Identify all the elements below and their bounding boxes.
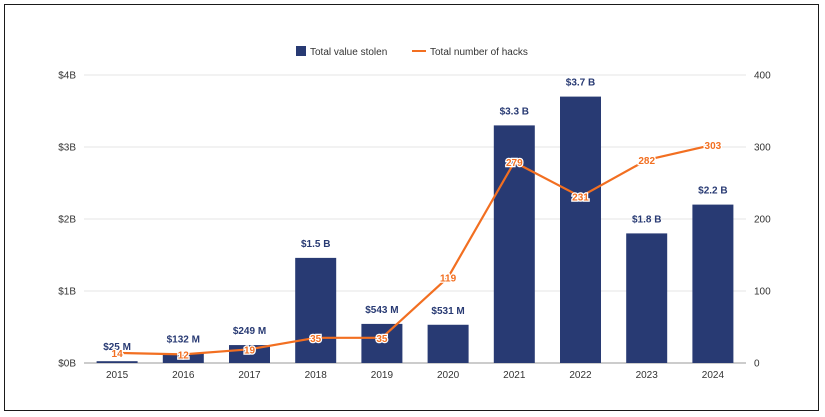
- y-left-tick-label: $4B: [58, 71, 76, 82]
- x-tick-label: 2021: [503, 370, 526, 381]
- hack-count-label: 14: [112, 349, 124, 360]
- x-tick-label: 2022: [569, 370, 592, 381]
- bar: [493, 125, 535, 364]
- right-axis: 0 100 200 300 400: [754, 71, 771, 370]
- bar-value-label: $3.3 B: [500, 106, 529, 117]
- x-axis: 2015 2016 2017 2018 2019 2020 2021 2022 2023 2024: [84, 362, 746, 381]
- hack-count-label: 19: [244, 345, 256, 356]
- y-right-tick-label: 0: [754, 359, 760, 370]
- hack-count-label: 35: [310, 334, 322, 345]
- legend-swatch-bar: [296, 46, 306, 56]
- bar-value-label: $1.5 B: [301, 239, 330, 250]
- bar: [96, 361, 138, 363]
- hacks-line: [117, 143, 714, 356]
- bar: [692, 204, 734, 363]
- x-tick-label: 2019: [371, 370, 394, 381]
- bar: [162, 353, 204, 363]
- y-left-tick-label: $2B: [58, 215, 76, 226]
- bar: [560, 96, 601, 363]
- bar-value-label: $3.7 B: [566, 78, 595, 89]
- bar: [295, 257, 337, 363]
- hack-count-label: 119: [440, 273, 457, 284]
- hack-count-label: 231: [572, 193, 589, 204]
- hack-count-label: 303: [705, 141, 722, 152]
- x-tick-label: 2024: [702, 370, 725, 381]
- y-right-tick-label: 100: [754, 287, 771, 298]
- x-tick-label: 2020: [437, 370, 460, 381]
- chart-svg: Total value stolen Total number of hacks…: [58, 46, 771, 381]
- bar: [361, 323, 403, 363]
- bar-value-label: $2.2 B: [698, 186, 727, 197]
- line-series: [117, 143, 714, 356]
- x-tick-label: 2017: [238, 370, 261, 381]
- y-right-tick-label: 300: [754, 143, 771, 154]
- bar-value-label: $543 M: [365, 305, 398, 316]
- legend: Total value stolen Total number of hacks: [296, 46, 528, 58]
- chart-frame: Total value stolen Total number of hacks…: [4, 4, 819, 411]
- left-axis: $0B $1B $2B $3B $4B: [58, 71, 76, 370]
- bar-value-label: $249 M: [233, 326, 266, 337]
- legend-label-bar: Total value stolen: [310, 47, 387, 58]
- hack-count-label: 12: [178, 350, 190, 361]
- x-tick-label: 2016: [172, 370, 195, 381]
- hack-count-label: 282: [638, 156, 655, 167]
- y-left-tick-label: $1B: [58, 287, 76, 298]
- y-left-tick-label: $0B: [58, 359, 76, 370]
- x-tick-label: 2018: [305, 370, 328, 381]
- bar: [626, 233, 668, 363]
- x-tick-label: 2015: [106, 370, 129, 381]
- bar-value-label: $25 M: [103, 342, 131, 353]
- hack-count-label: 35: [376, 334, 388, 345]
- bar-series: [96, 96, 734, 364]
- line-labels: 14 12 19 35 35 119 279 231 282 303: [110, 140, 723, 363]
- bar: [427, 324, 469, 363]
- y-left-tick-label: $3B: [58, 143, 76, 154]
- hack-count-label: 279: [506, 158, 523, 169]
- y-right-tick-label: 400: [754, 71, 771, 82]
- bar-value-label: $531 M: [431, 306, 464, 317]
- bar-value-label: $1.8 B: [632, 214, 661, 225]
- x-tick-label: 2023: [636, 370, 659, 381]
- bar-labels: $25 M $132 M $249 M $1.5 B $543 M $531 M $3.3 …: [103, 78, 727, 354]
- legend-label-line: Total number of hacks: [430, 47, 528, 58]
- y-right-tick-label: 200: [754, 215, 771, 226]
- bar-value-label: $132 M: [167, 334, 200, 345]
